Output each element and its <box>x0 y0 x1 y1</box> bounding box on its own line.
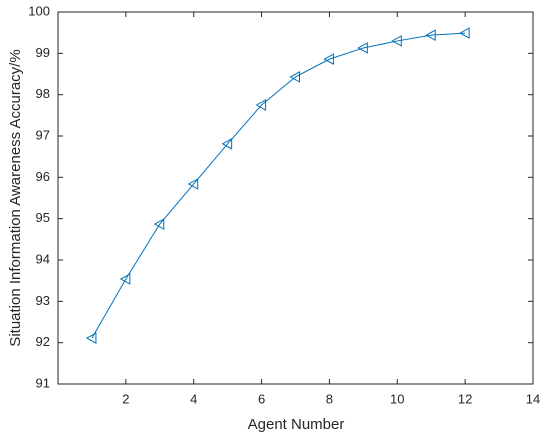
y-tick-label: 91 <box>36 375 50 390</box>
marker <box>323 53 334 65</box>
marker <box>391 35 402 47</box>
marker <box>459 27 470 39</box>
x-axis-label: Agent Number <box>248 416 345 433</box>
x-tick-label: 8 <box>326 391 333 406</box>
x-tick-label: 2 <box>122 391 129 406</box>
y-tick-label: 97 <box>36 127 50 142</box>
y-tick-label: 96 <box>36 169 50 184</box>
y-tick-label: 95 <box>36 210 50 225</box>
x-tick-label: 6 <box>258 391 265 406</box>
y-tick-label: 100 <box>28 3 50 18</box>
marker <box>187 178 199 190</box>
marker <box>357 42 368 54</box>
x-tick-label: 10 <box>390 391 404 406</box>
x-tick-label: 4 <box>190 391 197 406</box>
y-tick-label: 94 <box>36 251 50 266</box>
x-tick-label: 12 <box>458 391 472 406</box>
y-tick-label: 92 <box>36 334 50 349</box>
y-tick-label: 98 <box>36 86 50 101</box>
marker <box>255 99 267 111</box>
marker <box>221 138 233 150</box>
marker <box>425 29 436 41</box>
plot-box <box>57 11 534 385</box>
x-tick-label: 14 <box>526 391 540 406</box>
marker <box>119 273 131 285</box>
marker <box>289 71 300 83</box>
y-tick-label: 93 <box>36 293 50 308</box>
marker <box>85 332 97 344</box>
y-axis-label: Situation Information Awareness Accuracy… <box>7 49 24 346</box>
marker <box>153 218 165 230</box>
y-tick-label: 99 <box>36 45 50 60</box>
data-line <box>91 32 466 339</box>
